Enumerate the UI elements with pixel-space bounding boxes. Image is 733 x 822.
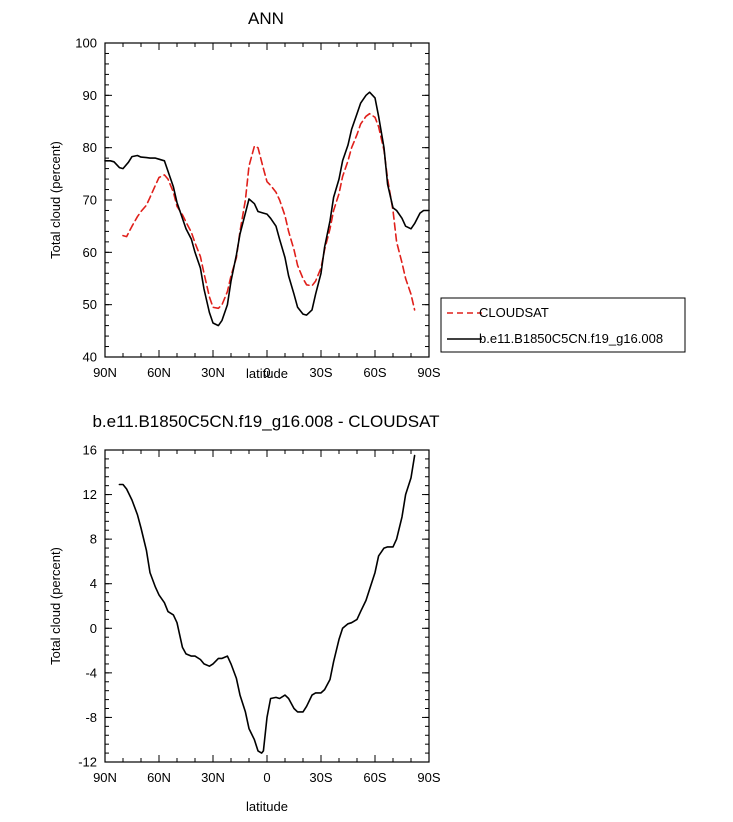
x-tick-label: 90N	[93, 770, 117, 785]
y-tick-label: 0	[90, 621, 97, 636]
series-line-0	[122, 112, 416, 311]
x-tick-label: 90N	[93, 365, 117, 380]
y-tick-label: 16	[83, 443, 97, 458]
y-tick-label: 60	[83, 245, 97, 260]
x-tick-label: 30N	[201, 770, 225, 785]
y-tick-label: -12	[78, 755, 97, 770]
series-layer	[118, 454, 416, 754]
legend: CLOUDSAT b.e11.B1850C5CN.f19_g16.008	[440, 297, 686, 353]
y-tick-label: 80	[83, 140, 97, 155]
y-tick-label: 12	[83, 487, 97, 502]
y-axis-label: Total cloud (percent)	[48, 547, 63, 665]
legend-label-cloudsat: CLOUDSAT	[479, 305, 549, 320]
panel-annual-cloud: ANN 90N 60N 30N 0 30S 60S 90S 40 50 60 70 80 90 100 l…	[48, 9, 441, 381]
x-tick-label: 0	[263, 365, 270, 380]
y-tick-label: 50	[83, 297, 97, 312]
legend-box	[440, 297, 686, 353]
panel-title: b.e11.B1850C5CN.f19_g16.008 - CLOUDSAT	[92, 412, 439, 431]
x-tick-label: 60S	[363, 770, 386, 785]
x-axis-label: latitude	[246, 366, 288, 381]
y-tick-label: 70	[83, 193, 97, 208]
x-tick-label: 30N	[201, 365, 225, 380]
axis-ticks: 90N 60N 30N 0 30S 60S 90S 40 50 60 70 80 90 100	[75, 36, 441, 381]
series-layer	[104, 91, 430, 327]
x-tick-label: 60N	[147, 365, 171, 380]
axis-ticks: 90N 60N 30N 0 30S 60S 90S -12 -8 -4 0 4 8 12 16	[78, 443, 441, 786]
y-tick-label: 40	[83, 350, 97, 365]
panel-title: ANN	[248, 9, 284, 28]
y-tick-label: -4	[85, 665, 97, 680]
plot-frame	[104, 42, 430, 358]
x-tick-label: 30S	[309, 770, 332, 785]
y-tick-label: 4	[90, 576, 97, 591]
x-tick-label: 90S	[417, 770, 440, 785]
x-tick-label: 90S	[417, 365, 440, 380]
y-axis-label: Total cloud (percent)	[48, 141, 63, 259]
legend-label-model: b.e11.B1850C5CN.f19_g16.008	[479, 331, 663, 346]
x-axis-label: latitude	[246, 799, 288, 814]
y-tick-label: -8	[85, 710, 97, 725]
y-tick-label: 90	[83, 88, 97, 103]
x-tick-label: 30S	[309, 365, 332, 380]
series-line-0	[118, 454, 416, 754]
x-tick-label: 60S	[363, 365, 386, 380]
x-tick-label: 0	[263, 770, 270, 785]
series-line-1	[104, 91, 430, 327]
panel-difference: b.e11.B1850C5CN.f19_g16.008 - CLOUDSAT 9…	[48, 412, 441, 814]
y-tick-label: 8	[90, 532, 97, 547]
y-tick-label: 100	[75, 36, 97, 51]
x-tick-label: 60N	[147, 770, 171, 785]
